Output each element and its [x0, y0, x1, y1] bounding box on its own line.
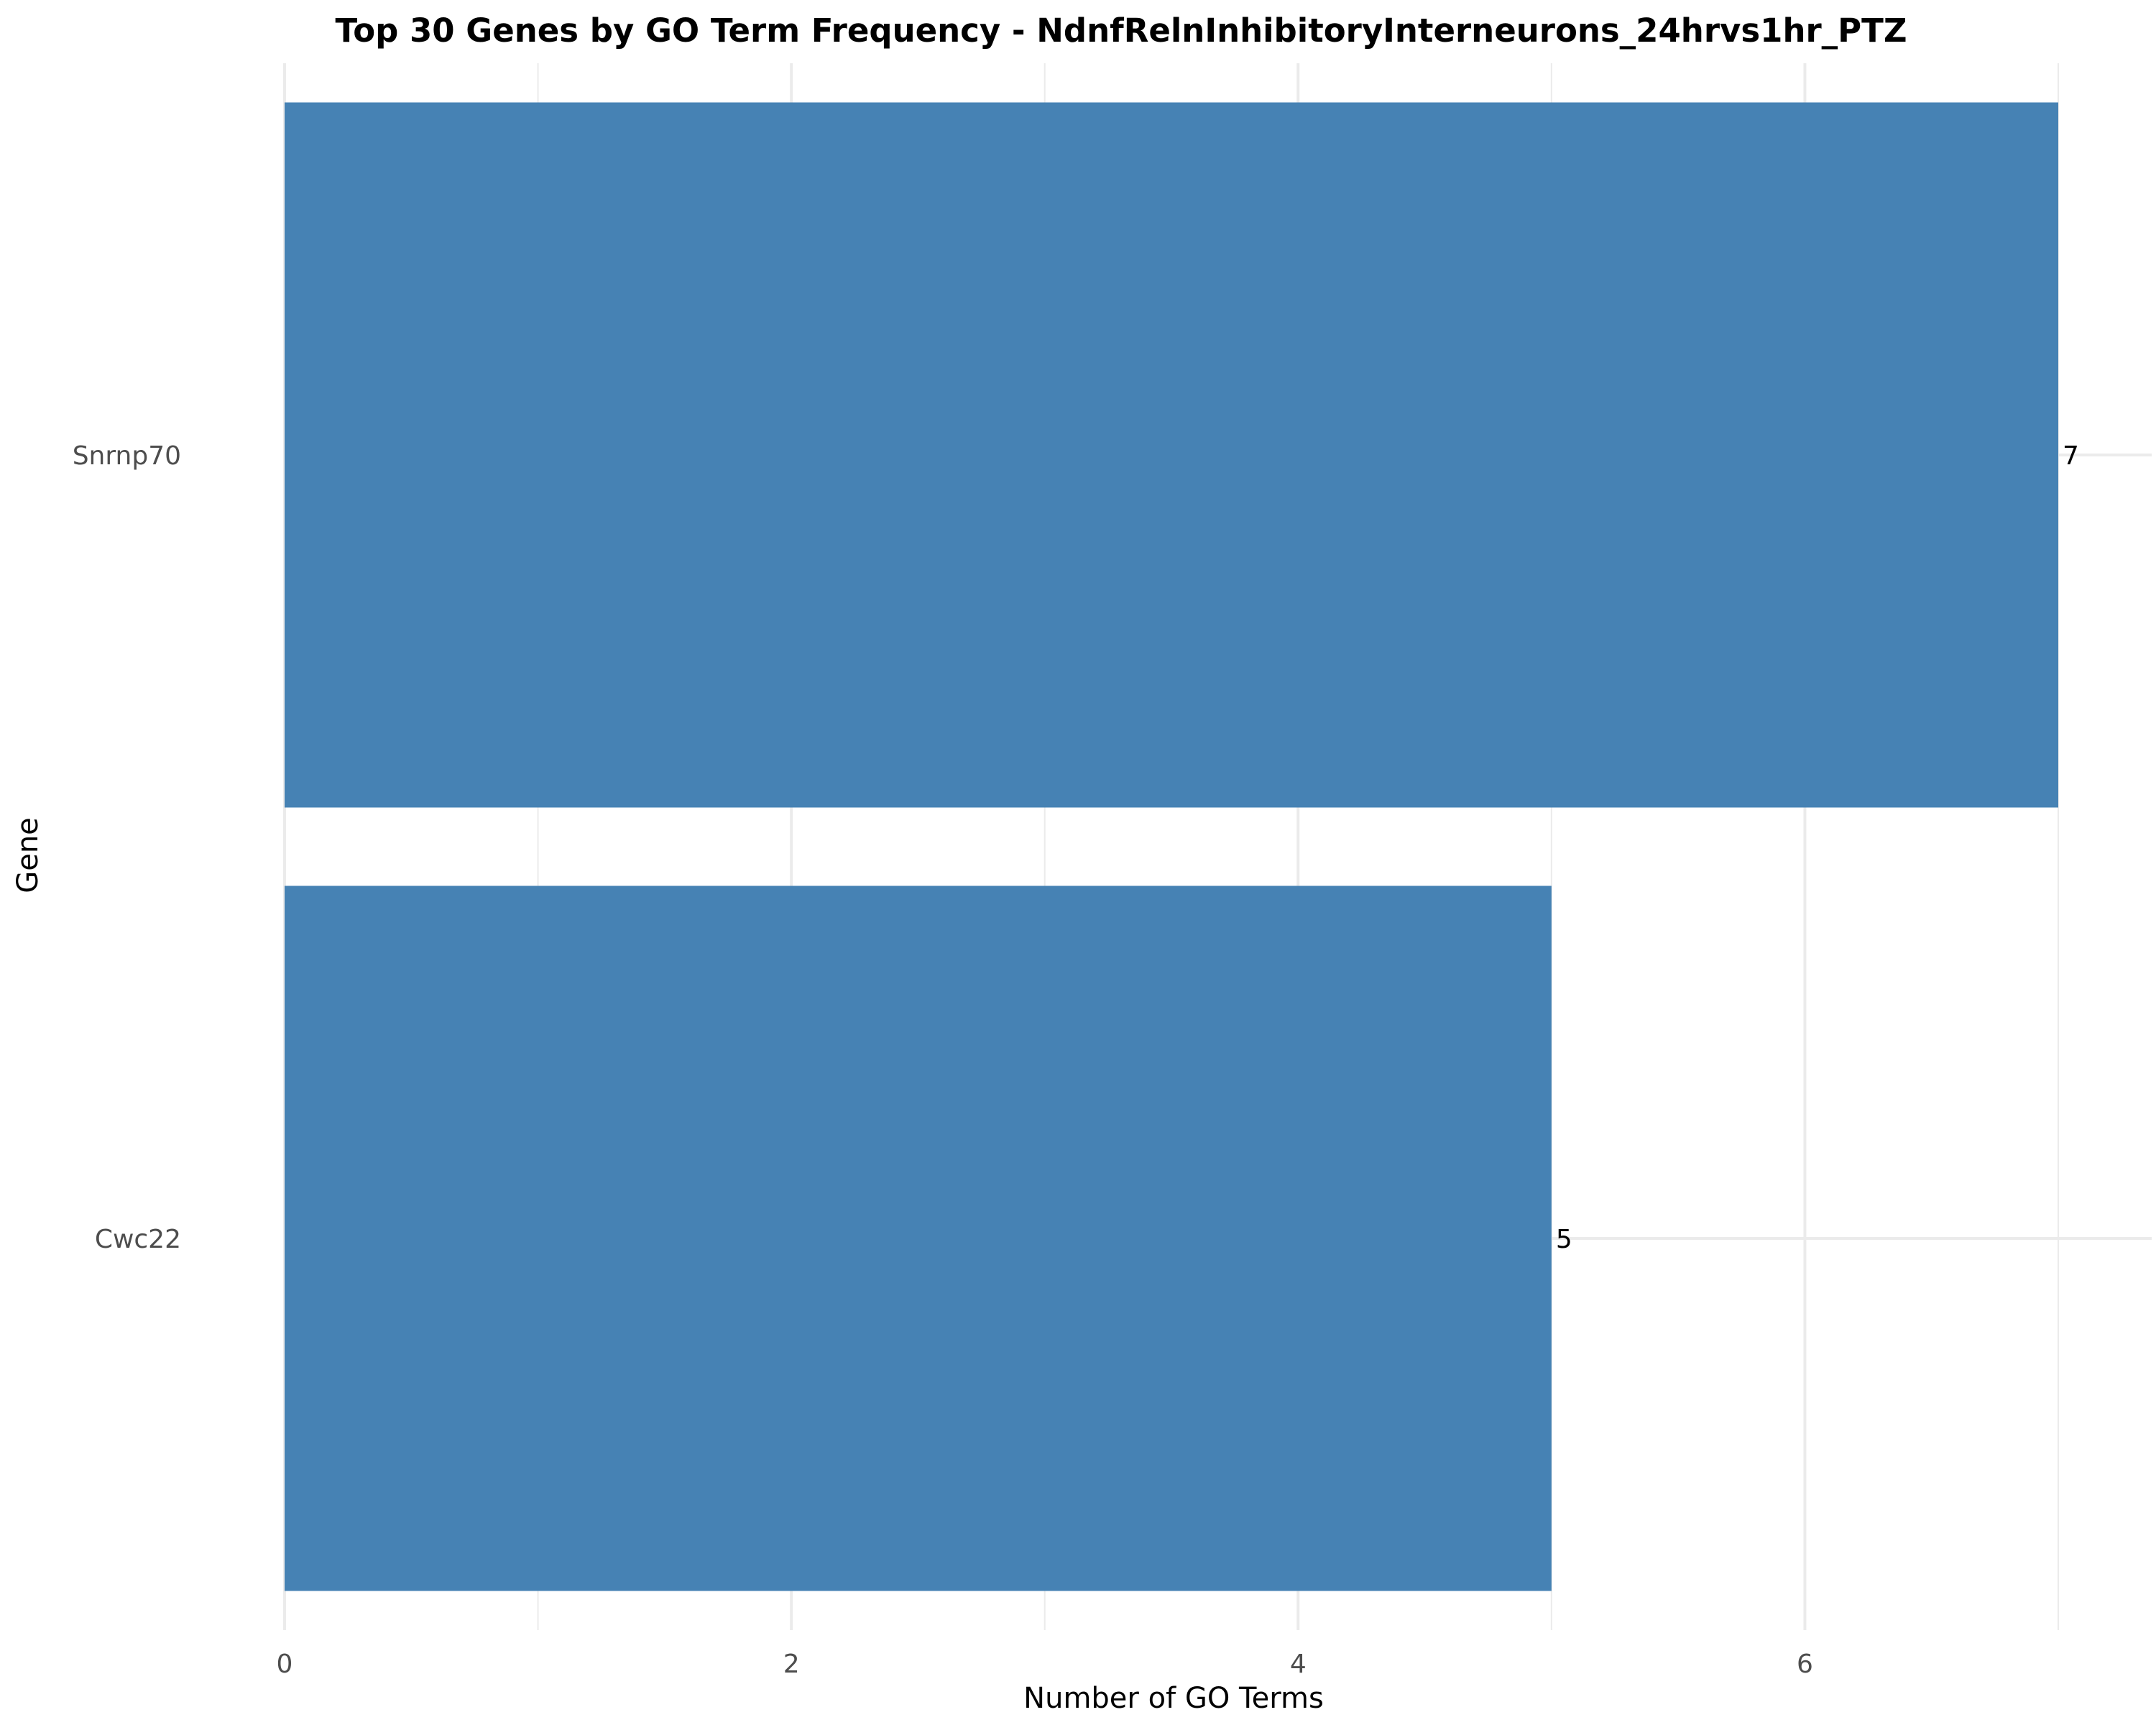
x-tick-label: 0: [277, 1650, 293, 1679]
y-axis-ticks: Snrnp70 Cwc22: [73, 441, 181, 1254]
bar-snrnp70: [285, 102, 2058, 808]
data-label-cwc22: 5: [1556, 1225, 1572, 1254]
bar-cwc22: [285, 886, 1552, 1591]
y-axis-title: Gene: [11, 817, 45, 893]
x-tick-label: 4: [1290, 1650, 1307, 1679]
chart-title: Top 30 Genes by GO Term Frequency - Ndnf…: [335, 12, 1907, 50]
x-tick-label: 2: [783, 1650, 800, 1679]
data-label-snrnp70: 7: [2063, 441, 2079, 471]
x-axis-ticks: 0 2 4 6: [277, 1650, 1813, 1679]
x-axis-title: Number of GO Terms: [1023, 1682, 1324, 1715]
data-labels: 75: [1556, 441, 2079, 1254]
x-tick-label: 6: [1797, 1650, 1813, 1679]
y-tick-label: Snrnp70: [73, 441, 181, 471]
y-tick-label: Cwc22: [95, 1225, 181, 1254]
bars: [285, 102, 2058, 1591]
